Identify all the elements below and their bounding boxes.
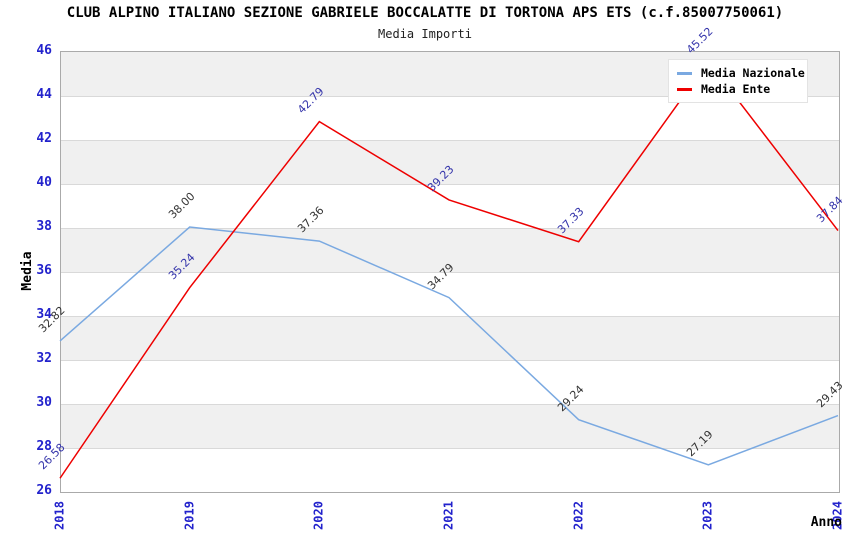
y-tick-label: 38 [36,219,52,234]
x-tick-label: 2023 [700,501,715,530]
y-tick-label: 46 [36,43,52,58]
y-tick-label: 42 [36,131,52,146]
y-tick-label: 28 [36,439,52,454]
y-tick-label: 32 [36,351,52,366]
y-tick-label: 30 [36,395,52,410]
x-tick-label: 2019 [182,501,197,530]
x-axis-title: Anno [810,515,842,530]
plot-band [61,316,839,360]
y-axis-title: Media [20,251,35,291]
legend-item-media-ente: Media Ente [677,81,801,97]
x-tick-label: 2020 [311,501,326,530]
legend-label: Media Ente [701,82,771,96]
y-tick-label: 44 [36,87,52,102]
legend: Media Nazionale Media Ente [668,59,808,103]
gridline [61,140,839,141]
y-tick-label: 36 [36,263,52,278]
gridline [61,448,839,449]
x-tick-label: 2018 [52,501,67,530]
gridline [61,228,839,229]
gridline [61,404,839,405]
plot-band [61,360,839,404]
y-tick-label: 34 [36,307,52,322]
x-tick-label: 2022 [571,501,586,530]
chart-title: CLUB ALPINO ITALIANO SEZIONE GABRIELE BO… [66,5,784,21]
gridline [61,360,839,361]
legend-label: Media Nazionale [701,66,805,80]
x-tick-label: 2021 [441,501,456,530]
chart-subtitle: Media Importi [378,27,472,41]
y-tick-label: 40 [36,175,52,190]
gridline [61,184,839,185]
y-tick-label: 26 [36,483,52,498]
media-ente-line-marker-icon [677,87,692,91]
plot-band [61,404,839,448]
legend-item-media-nazionale: Media Nazionale [677,65,805,81]
media-nazionale-line-marker-icon [677,71,692,75]
gridline [61,316,839,317]
plot-band [61,448,839,492]
